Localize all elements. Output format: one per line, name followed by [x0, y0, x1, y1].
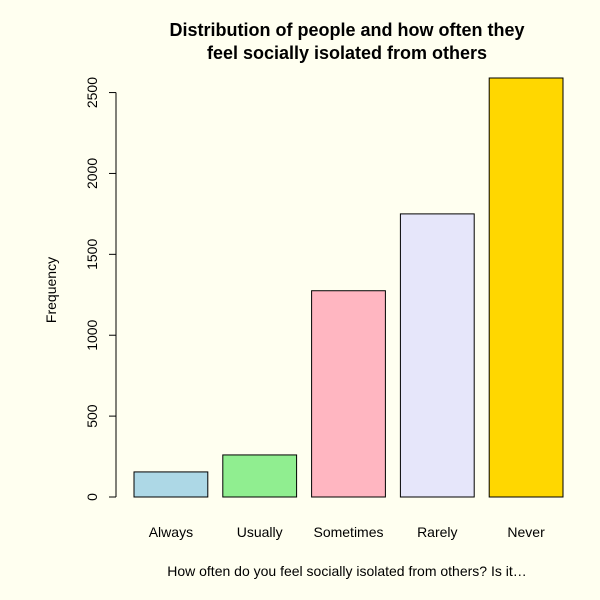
x-axis-labels: Always Usually Sometimes Rarely Never [149, 524, 545, 540]
y-axis: 0 500 1000 1500 2000 2500 [84, 77, 117, 501]
bars-layer [133, 77, 564, 498]
x-tick-label-never: Never [507, 524, 545, 540]
x-tick-label-sometimes: Sometimes [313, 524, 383, 540]
y-tick-label: 2500 [84, 77, 100, 108]
y-tick-label: 2000 [84, 158, 100, 189]
x-tick-label-rarely: Rarely [417, 524, 457, 540]
y-tick-label: 500 [84, 404, 100, 428]
y-axis-title: Frequency [43, 257, 59, 323]
y-tick-label: 1500 [84, 239, 100, 270]
y-tick-label: 0 [84, 493, 100, 501]
bar-always [133, 471, 209, 498]
x-tick-label-usually: Usually [237, 524, 283, 540]
bar-sometimes [311, 290, 386, 498]
x-axis-title: How often do you feel socially isolated … [167, 563, 527, 579]
bar-rarely [399, 213, 475, 498]
chart-title-line-1: Distribution of people and how often the… [170, 20, 525, 40]
bar-never [488, 77, 564, 498]
bar-usually [222, 454, 298, 498]
x-tick-label-always: Always [149, 524, 193, 540]
y-tick-label: 1000 [84, 319, 100, 350]
chart-title-line-2: feel socially isolated from others [207, 43, 487, 63]
